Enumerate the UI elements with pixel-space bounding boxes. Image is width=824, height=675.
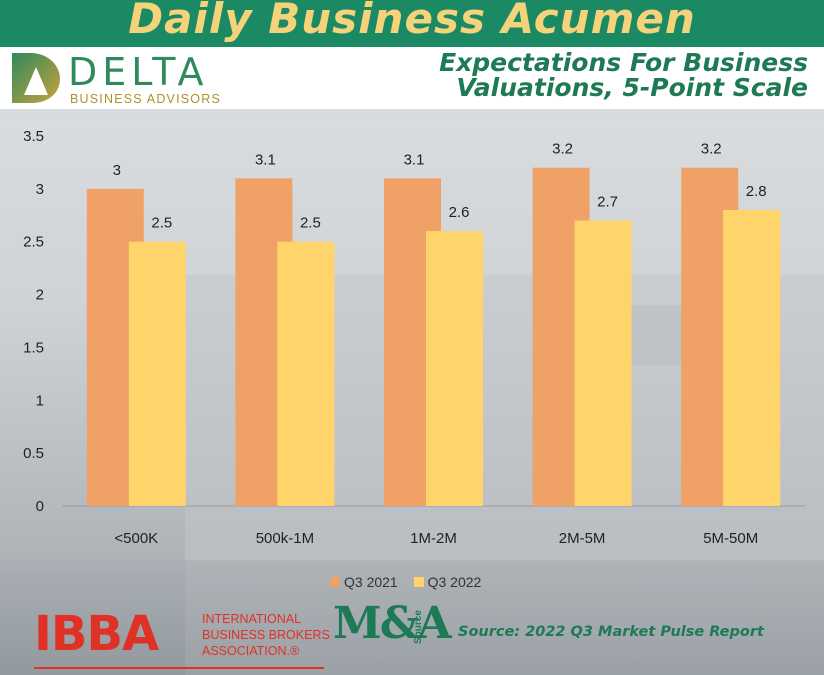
data-label: 3.2 — [701, 141, 722, 158]
title-banner: Daily Business Acumen — [0, 0, 824, 47]
bar-q3-2022 — [426, 231, 483, 506]
legend-label-q3-2022: Q3 2022 — [427, 574, 482, 590]
legend-item-q3-2022: Q3 2022 — [413, 574, 482, 590]
delta-triangle-icon — [12, 53, 60, 103]
ibba-underline — [34, 667, 324, 669]
delta-logo: DELTA BUSINESS ADVISORS — [8, 49, 238, 109]
mna-source-word: Source — [413, 610, 424, 644]
ibba-logo: IBBA INTERNATIONAL BUSINESS BROKERS ASSO… — [34, 604, 330, 670]
legend-item-q3-2021: Q3 2021 — [330, 574, 398, 590]
data-label: 3.2 — [552, 141, 573, 158]
x-tick-label: 500k-1M — [256, 530, 314, 547]
ibba-name-line-1: INTERNATIONAL — [202, 612, 302, 626]
y-tick-label: 3.5 — [23, 128, 44, 145]
y-tick-label: 1.5 — [23, 339, 44, 356]
data-label: 2.5 — [151, 215, 172, 232]
y-tick-label: 2 — [36, 287, 44, 304]
bar-q3-2022 — [277, 241, 335, 506]
bar-q3-2022 — [574, 220, 632, 507]
ibba-letters: IBBA — [34, 606, 159, 662]
bar-q3-2022 — [723, 210, 781, 506]
header-band — [0, 47, 824, 109]
chart-subtitle: Expectations For Business Valuations, 5-… — [439, 50, 808, 100]
y-tick-label: 0.5 — [23, 445, 44, 462]
data-label: 2.6 — [449, 204, 470, 221]
ibba-name-line-3: ASSOCIATION.® — [202, 644, 300, 658]
ibba-name: INTERNATIONAL BUSINESS BROKERS ASSOCIATI… — [202, 611, 330, 659]
subtitle-line-2: Valuations, 5-Point Scale — [456, 73, 808, 102]
subtitle-line-1: Expectations For Business — [439, 48, 808, 77]
y-tick-label: 2.5 — [23, 234, 44, 251]
data-label: 3 — [113, 162, 121, 179]
footer: IBBA INTERNATIONAL BUSINESS BROKERS ASSO… — [0, 598, 824, 675]
source-note: Source: 2022 Q3 Market Pulse Report — [458, 624, 764, 640]
legend-swatch-q3-2022 — [413, 577, 424, 587]
mna-letters: M&A — [333, 598, 452, 649]
data-label: 3.1 — [255, 151, 276, 168]
y-tick-label: 1 — [36, 392, 44, 409]
data-label: 2.7 — [597, 194, 618, 211]
legend-swatch-q3-2021 — [330, 577, 340, 587]
logo-wordmark: DELTA — [68, 50, 209, 94]
data-label: 3.1 — [404, 151, 425, 168]
ibba-name-line-2: BUSINESS BROKERS — [202, 628, 330, 642]
logo-tagline: BUSINESS ADVISORS — [70, 92, 221, 106]
y-tick-label: 0 — [36, 498, 44, 515]
mna-source-logo: M&A Source — [333, 598, 453, 672]
y-tick-label: 3 — [36, 181, 44, 198]
data-label: 2.5 — [300, 215, 321, 232]
bar-chart: 0 0.5 1 1.5 2 2.5 3 3.5 3 2.5 <500K 3.1 2.5 500k-1M 3.… — [23, 128, 805, 547]
data-label: 2.8 — [746, 183, 767, 200]
x-tick-label: 5M-50M — [703, 530, 758, 547]
x-tick-label: <500K — [114, 530, 158, 547]
banner-title: Daily Business Acumen — [128, 0, 696, 43]
legend-label-q3-2021: Q3 2021 — [344, 574, 398, 590]
x-tick-label: 1M-2M — [410, 530, 457, 547]
bar-q3-2022 — [128, 241, 186, 506]
background-street — [0, 560, 824, 675]
x-tick-label: 2M-5M — [559, 530, 606, 547]
chart-legend: Q3 2021 Q3 2022 — [330, 574, 493, 590]
